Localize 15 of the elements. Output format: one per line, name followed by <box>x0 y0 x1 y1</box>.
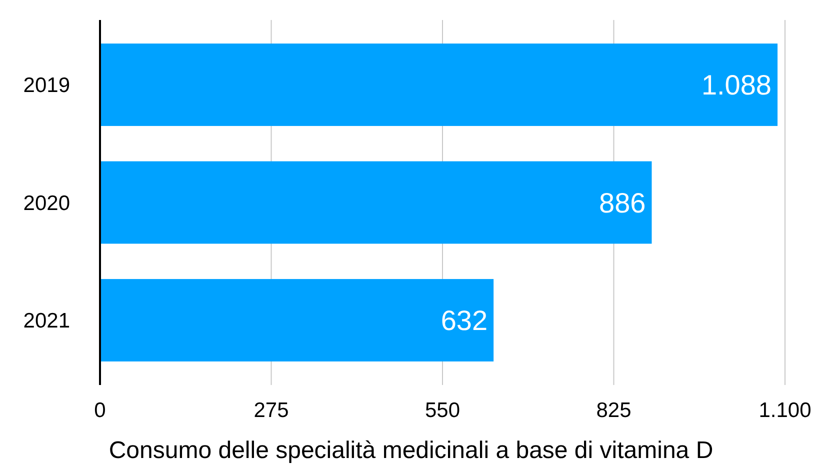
y-tick-label: 2021 <box>23 310 70 333</box>
y-tick-label: 2019 <box>23 74 70 98</box>
x-tick-label: 550 <box>424 399 460 422</box>
bar <box>100 161 652 244</box>
data-label: 886 <box>599 187 646 218</box>
data-label: 632 <box>440 305 488 336</box>
bar <box>100 279 494 362</box>
data-label: 1.088 <box>701 70 772 101</box>
x-tick-label: 825 <box>596 399 632 422</box>
x-tick-label: 1.100 <box>758 399 812 422</box>
x-tick-label: 275 <box>254 399 289 422</box>
y-tick-label: 2020 <box>23 192 70 215</box>
x-axis-title: Consumo delle specialità medicinali a base di vitamina D <box>108 437 714 464</box>
bar <box>100 44 778 126</box>
x-tick-label: 0 <box>94 399 106 422</box>
